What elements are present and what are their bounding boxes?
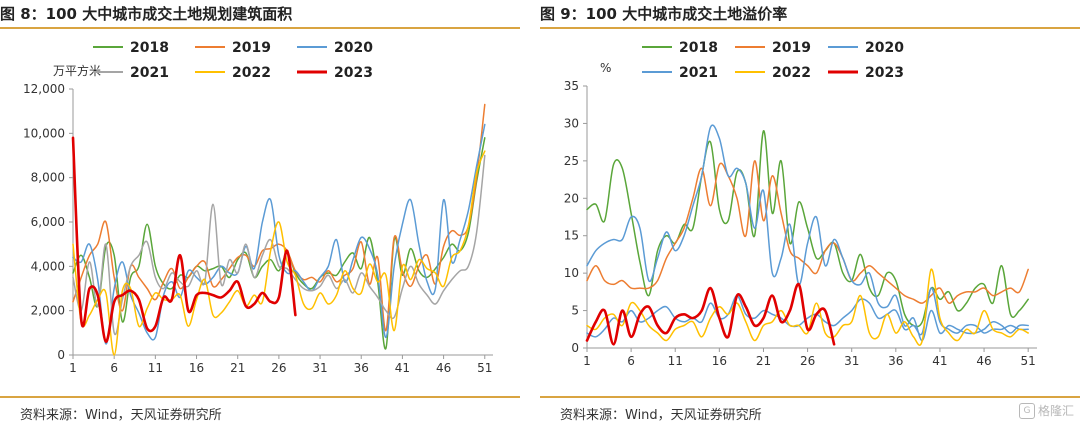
series-line-2019	[72, 103, 486, 332]
legend-label-2021: 2021	[679, 65, 718, 81]
x-tick-label: 36	[354, 361, 369, 375]
series-line-2023	[71, 136, 297, 344]
x-tick-label: 51	[477, 361, 492, 375]
y-tick-label: 6,000	[31, 215, 65, 229]
x-tick-label: 1	[69, 361, 77, 375]
x-tick-label: 21	[756, 354, 771, 368]
figure-left: 图 8：100 大中城市成交土地规划建筑面积 0 2,000 4,000 6,000 8…	[0, 0, 520, 429]
x-tick-label: 11	[668, 354, 683, 368]
series-line-2020	[72, 123, 486, 345]
legend-label-2022: 2022	[772, 65, 811, 81]
legend: 2018 2019 2020 2021 2022 2023	[642, 40, 904, 81]
watermark: G 格隆汇	[1018, 402, 1074, 419]
source-note-right: 资料来源：Wind，天风证券研究所	[560, 408, 762, 423]
series-line-2018	[586, 130, 1029, 328]
source-rule-left	[0, 396, 520, 398]
x-tick-label: 41	[395, 361, 410, 375]
legend-label-2018: 2018	[130, 40, 169, 56]
title-rule-left	[0, 27, 520, 29]
y-axis-unit-label: 万平方米	[53, 63, 101, 78]
x-tick-label: 6	[110, 361, 118, 375]
x-tick-label: 51	[1021, 354, 1036, 368]
y-tick-label: 2,000	[31, 304, 65, 318]
legend-label-2019: 2019	[772, 40, 811, 56]
series-line-2018	[72, 137, 486, 350]
source-note-left: 资料来源：Wind，天风证券研究所	[20, 408, 222, 423]
x-tick-label: 1	[583, 354, 591, 368]
x-tick-label: 16	[189, 361, 204, 375]
figure-title-right: 图 9：100 大中城市成交土地溢价率	[540, 5, 788, 23]
series-line-2020	[586, 124, 1029, 342]
legend-label-2021: 2021	[130, 65, 169, 81]
source-rule-right	[540, 396, 1080, 398]
series-lines	[585, 124, 1029, 346]
series-line-2021	[72, 154, 486, 336]
watermark-label: 格隆汇	[1037, 404, 1074, 418]
y-tick-label: 5	[571, 304, 579, 318]
legend-label-2018: 2018	[679, 40, 718, 56]
y-tick-label: 0	[57, 348, 65, 362]
x-tick-label: 26	[800, 354, 815, 368]
x-tick-label: 36	[888, 354, 903, 368]
glh-logo-icon: G	[1018, 402, 1035, 419]
y-tick-label: 10,000	[23, 126, 65, 140]
figure-title-left: 图 8：100 大中城市成交土地规划建筑面积	[0, 5, 293, 23]
y-axis-unit-label: %	[600, 61, 611, 75]
x-tick-label: 41	[932, 354, 947, 368]
x-tick-label: 16	[712, 354, 727, 368]
y-tick-label: 0	[571, 341, 579, 355]
legend: 2018 2019 2020 2021 2022 2023	[93, 40, 373, 81]
legend-label-2023: 2023	[865, 65, 904, 81]
legend-label-2023: 2023	[334, 65, 373, 81]
series-lines	[71, 103, 486, 356]
series-line-2023	[585, 283, 836, 346]
x-tick-label: 46	[436, 361, 451, 375]
y-tick-label: 12,000	[23, 82, 65, 96]
series-line-2021	[586, 287, 1029, 338]
y-tick-label: 30	[564, 116, 579, 130]
legend-label-2020: 2020	[865, 40, 904, 56]
series-line-2022	[72, 150, 486, 356]
y-tick-label: 15	[564, 229, 579, 243]
legend-label-2020: 2020	[334, 40, 373, 56]
x-tick-label: 11	[148, 361, 163, 375]
x-tick-label: 21	[230, 361, 245, 375]
x-tick-label: 31	[312, 361, 327, 375]
x-tick-label: 26	[271, 361, 286, 375]
series-line-2019	[586, 160, 1029, 304]
y-tick-label: 8,000	[31, 171, 65, 185]
y-tick-label: 4,000	[31, 259, 65, 273]
series-line-2022	[586, 268, 1029, 346]
figure-right: 图 9：100 大中城市成交土地溢价率 0 5 10 15 20 25 30 35 1 6 11 16…	[540, 0, 1080, 429]
y-tick-label: 20	[564, 191, 579, 205]
x-tick-label: 46	[976, 354, 991, 368]
legend-label-2019: 2019	[232, 40, 271, 56]
x-tick-label: 31	[844, 354, 859, 368]
y-tick-label: 25	[564, 154, 579, 168]
y-tick-label: 35	[564, 79, 579, 93]
legend-label-2022: 2022	[232, 65, 271, 81]
title-rule-right	[540, 27, 1080, 29]
x-tick-label: 6	[627, 354, 635, 368]
y-tick-label: 10	[564, 266, 579, 280]
